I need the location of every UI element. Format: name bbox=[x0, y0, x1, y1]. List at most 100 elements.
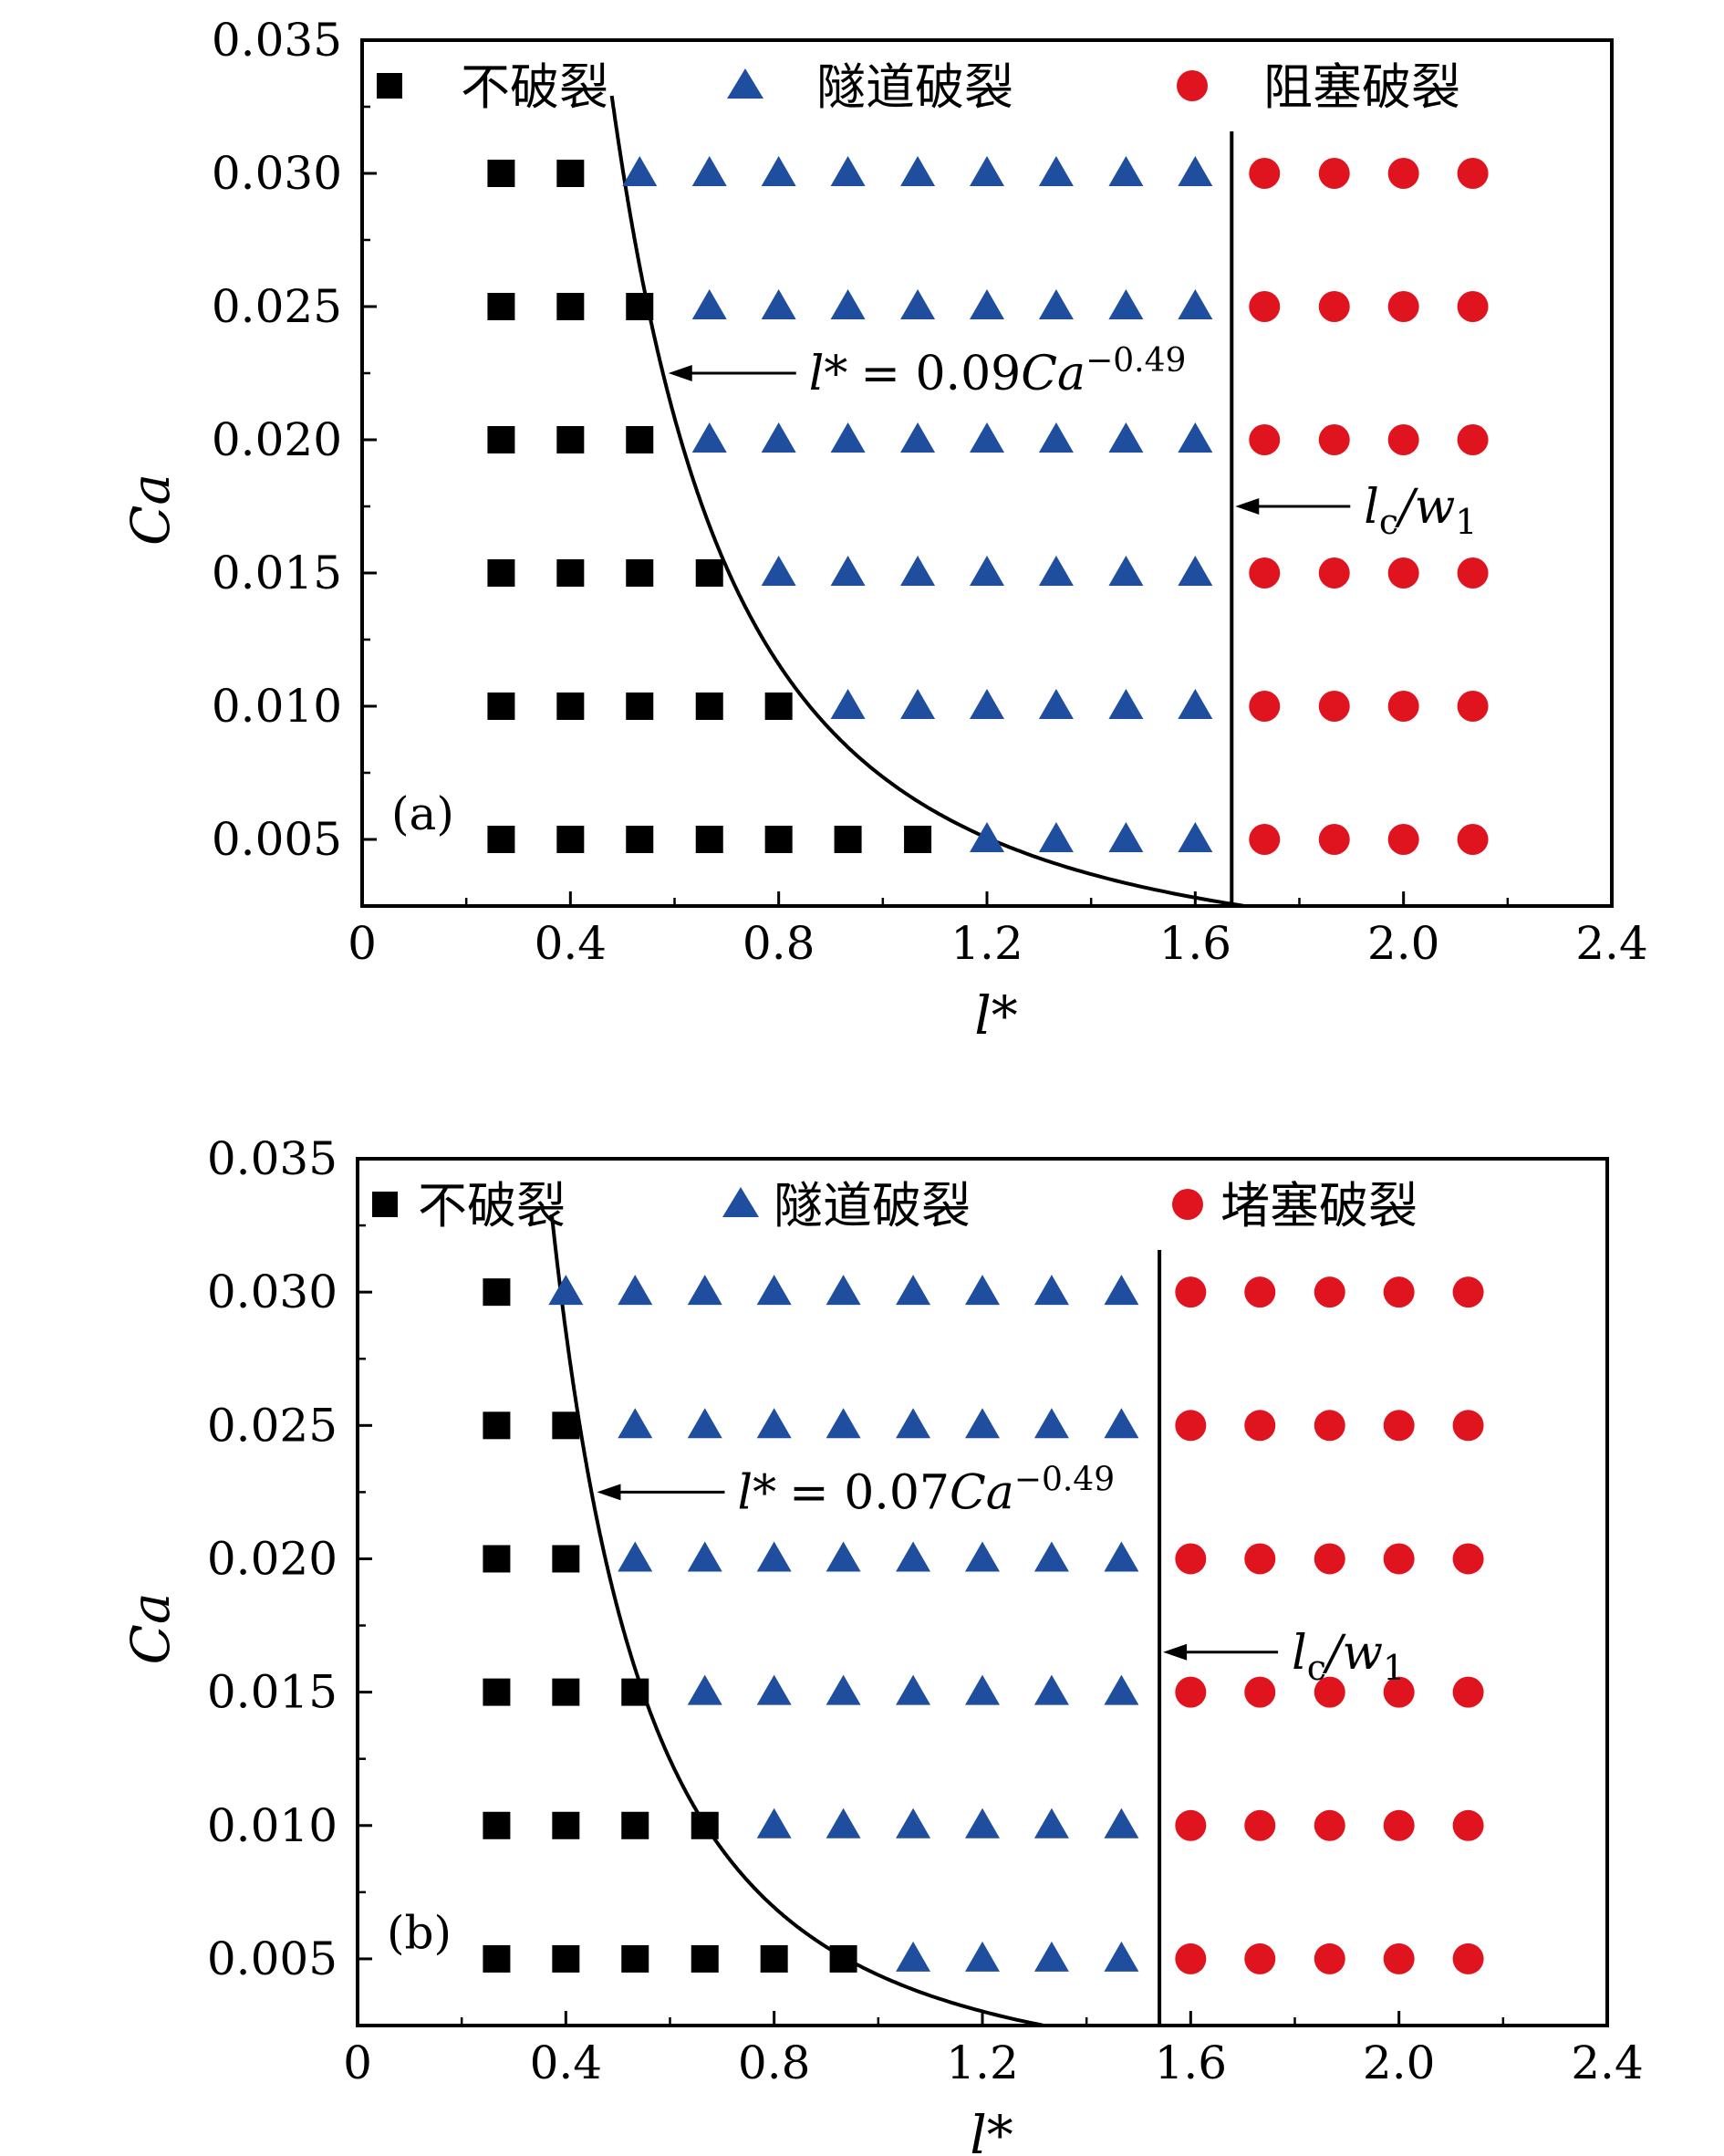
tunnel-breakup-point bbox=[826, 1408, 861, 1439]
obstruct-breakup-point bbox=[1387, 691, 1419, 722]
no-breakup-point bbox=[626, 693, 654, 720]
tunnel-breakup-point bbox=[1178, 556, 1213, 586]
tunnel-breakup-point bbox=[1033, 1275, 1069, 1306]
obstruct-breakup-point bbox=[1387, 824, 1419, 855]
tunnel-breakup-point bbox=[896, 1275, 931, 1306]
tunnel-breakup-point bbox=[965, 1275, 1000, 1306]
tunnel-breakup-point bbox=[830, 156, 866, 186]
obstruct-breakup-point bbox=[1244, 1543, 1276, 1575]
x-axis-label: l* bbox=[974, 984, 1018, 1047]
y-tick-label: 0.005 bbox=[212, 813, 342, 866]
tunnel-breakup-point bbox=[830, 689, 866, 719]
obstruct-breakup-point bbox=[1452, 1942, 1484, 1974]
tunnel-breakup-point bbox=[1178, 689, 1213, 719]
x-tick-label: 2.0 bbox=[1367, 917, 1440, 970]
obstruct-breakup-point bbox=[1457, 557, 1489, 588]
y-tick-label: 0.005 bbox=[207, 1932, 338, 1985]
obstruct-breakup-point bbox=[1383, 1942, 1415, 1974]
no-breakup-point bbox=[556, 293, 585, 320]
x-tick-label: 0.8 bbox=[743, 917, 815, 970]
tunnel-breakup-point bbox=[1038, 822, 1074, 852]
tunnel-breakup-point bbox=[1038, 156, 1074, 186]
tunnel-breakup-point bbox=[761, 156, 796, 186]
tunnel-breakup-point bbox=[1108, 422, 1144, 453]
critical-length-label: lc/w1 bbox=[1364, 480, 1477, 542]
no-breakup-point bbox=[487, 293, 515, 320]
no-breakup-point bbox=[483, 1545, 511, 1573]
tunnel-breakup-point bbox=[756, 1541, 792, 1572]
tunnel-breakup-point bbox=[761, 556, 796, 586]
tunnel-breakup-point bbox=[1104, 1541, 1139, 1572]
tunnel-breakup-point bbox=[1178, 422, 1213, 453]
tunnel-breakup-point bbox=[548, 1275, 584, 1306]
curve-eq-var: Ca bbox=[1021, 347, 1085, 401]
legend-label: 隧道破裂 bbox=[816, 58, 1013, 116]
obstruct-breakup-point bbox=[1457, 691, 1489, 722]
critical-label-sub2: 1 bbox=[1455, 502, 1477, 542]
critical-label-w: /w bbox=[1394, 480, 1455, 535]
tunnel-breakup-point bbox=[1033, 1941, 1069, 1972]
no-breakup-point bbox=[552, 1545, 580, 1573]
tunnel-breakup-point bbox=[970, 289, 1004, 319]
tunnel-breakup-point bbox=[1108, 289, 1144, 319]
obstruct-breakup-point bbox=[1244, 1809, 1276, 1841]
tunnel-breakup-point bbox=[1033, 1807, 1069, 1838]
fit-curve bbox=[609, 95, 1244, 908]
no-breakup-point bbox=[621, 1944, 649, 1973]
no-breakup-point bbox=[556, 826, 585, 853]
obstruct-breakup-point bbox=[1249, 691, 1281, 722]
critical-annotation-arrowhead bbox=[1235, 498, 1260, 515]
chart-panel-a: 0 0.4 0.8 1.2 1.6 2.0 2.4 0.005 0.010 0.015 0.020 0… bbox=[119, 14, 1648, 1047]
tunnel-breakup-point bbox=[970, 156, 1004, 186]
tunnel-breakup-point bbox=[1178, 156, 1213, 186]
obstruct-breakup-point bbox=[1175, 1676, 1207, 1708]
no-breakup-point bbox=[487, 559, 515, 587]
y-tick-label: 0.035 bbox=[207, 1132, 338, 1185]
tunnel-breakup-point bbox=[1033, 1541, 1069, 1572]
obstruct-breakup-point bbox=[1457, 291, 1489, 322]
chart-b-svg: 0 0.4 0.8 1.2 1.6 2.0 2.4 0.005 0.010 0.015 0.020 0… bbox=[119, 1132, 1644, 2156]
tunnel-breakup-point bbox=[900, 422, 936, 453]
tunnel-breakup-point bbox=[965, 1941, 1000, 1972]
no-breakup-point bbox=[695, 693, 723, 720]
panel-label: (a) bbox=[391, 787, 454, 840]
tunnel-breakup-point bbox=[1108, 822, 1144, 852]
obstruct-breakup-point bbox=[1314, 1276, 1345, 1308]
tunnel-breakup-point bbox=[970, 422, 1004, 453]
no-breakup-point bbox=[691, 1811, 719, 1839]
obstruct-breakup-point bbox=[1249, 557, 1281, 588]
tunnel-breakup-point bbox=[896, 1807, 931, 1838]
tunnel-breakup-point bbox=[1178, 289, 1213, 319]
tunnel-breakup-point bbox=[896, 1941, 931, 1972]
tunnel-breakup-point bbox=[1108, 156, 1144, 186]
tunnel-breakup-point bbox=[830, 422, 866, 453]
curve-equation-label: l* = 0.09Ca−0.49 bbox=[809, 342, 1187, 401]
no-breakup-point bbox=[621, 1811, 649, 1839]
tunnel-breakup-point bbox=[691, 422, 727, 453]
no-breakup-point bbox=[556, 559, 585, 587]
y-tick-label: 0.025 bbox=[207, 1399, 338, 1452]
legend-label: 不破裂 bbox=[418, 1177, 566, 1234]
tunnel-breakup-point bbox=[756, 1408, 792, 1439]
obstruct-breakup-point bbox=[1249, 291, 1281, 322]
tunnel-breakup-point bbox=[618, 1408, 653, 1439]
tunnel-breakup-point bbox=[1108, 689, 1144, 719]
tunnel-breakup-point bbox=[691, 289, 727, 319]
obstruct-breakup-point bbox=[1175, 1809, 1207, 1841]
legend-label: 堵塞破裂 bbox=[1220, 1177, 1418, 1234]
tunnel-breakup-point bbox=[965, 1807, 1000, 1838]
obstruct-breakup-point bbox=[1314, 1410, 1345, 1442]
tunnel-breakup-point bbox=[826, 1807, 861, 1838]
obstruct-breakup-point bbox=[1314, 1809, 1345, 1841]
tunnel-breakup-point bbox=[826, 1275, 861, 1306]
series-triangle bbox=[548, 1275, 1139, 1972]
tunnel-breakup-point bbox=[1108, 556, 1144, 586]
tunnel-breakup-point bbox=[1104, 1408, 1139, 1439]
no-breakup-point bbox=[483, 1944, 511, 1973]
tunnel-breakup-point bbox=[826, 1541, 861, 1572]
obstruct-breakup-point bbox=[1314, 1942, 1345, 1974]
tunnel-breakup-point bbox=[761, 289, 796, 319]
legend-circle-marker bbox=[1177, 70, 1208, 101]
y-axis-label: Ca bbox=[119, 474, 182, 546]
x-tick-label: 0 bbox=[343, 2036, 372, 2089]
